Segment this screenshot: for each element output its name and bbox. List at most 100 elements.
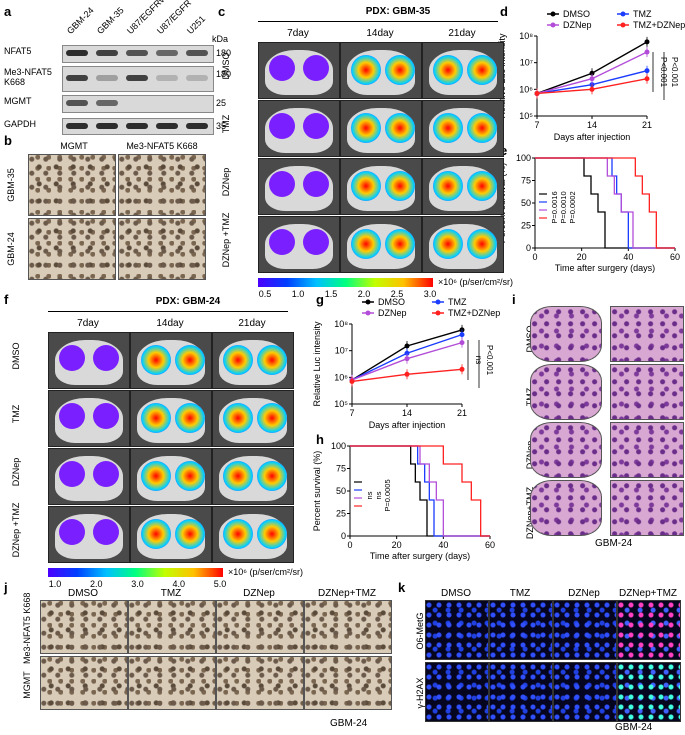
if-k-row-label: O6-MetG [415,612,425,650]
significance-label: ns [374,491,383,499]
pdx-c-colorbar-tick: 1.5 [324,289,338,299]
pdx-c-signal-spot [385,171,415,201]
if-k-image [617,662,681,722]
blot-kda-value: 180 [216,48,232,58]
pdx-c-signal-spot [303,171,329,197]
blot-kda-value: 35 [216,121,227,131]
pdx-f-colorbar-tick: 4.0 [172,579,185,589]
blot-band [156,75,178,81]
pdx-f-signal-spot [59,461,85,487]
if-k-image [489,600,553,660]
data-point [459,340,465,346]
survival-curve [535,157,675,249]
blot-band [126,75,148,81]
y-tick-label: 10⁸ [519,31,533,41]
pdx-f-mouse-image [130,506,212,563]
data-point [589,76,595,82]
pdx-c-colorbar-tick: 2.0 [357,289,371,299]
y-tick-label: 75 [521,176,531,186]
pdx-f-signal-spot [175,519,205,549]
he-caption: GBM-24 [595,538,633,549]
pdx-c-signal-spot [351,229,381,259]
pdx-c-day-label: 21day [448,28,476,39]
he-zoom-image [610,306,684,362]
x-axis-label: Days after injection [369,420,446,430]
legend-marker [550,11,556,17]
ihc-j-image [216,600,304,654]
y-tick-label: 50 [336,486,346,496]
pdx-f-mouse-image [212,506,294,563]
blot-kda-value: 180 [216,69,232,79]
pdx-c-signal-spot [303,55,329,81]
legend-label: DMSO [378,297,405,307]
x-tick-label: 40 [623,252,633,262]
pdx-c-colorbar-tick: 3.0 [423,289,437,299]
x-tick-label: 7 [349,408,354,418]
x-tick-label: 0 [532,252,537,262]
pdx-f-mouse-image [48,506,130,563]
y-tick-label: 0 [526,243,531,253]
blot-band [66,50,88,56]
data-point [644,49,650,55]
pdx-f-group-label: DZNep [11,457,21,487]
panel-label-d: d [500,4,508,19]
ihc-j-image [128,600,216,654]
data-point [404,343,410,349]
y-tick-label: 10⁵ [519,111,533,121]
pdx-f-signal-spot [141,461,171,491]
pdx-c-colorbar-unit: ×10⁶ (p/ser/cm²/sr) [438,277,513,287]
x-tick-label: 20 [392,540,402,550]
blot-band [186,50,208,56]
panel-label-h: h [316,432,324,447]
pdx-f-signal-spot [141,519,171,549]
pdx-c-signal-spot [433,113,463,143]
pdx-c-mouse-image [422,100,504,157]
ihc-j-col-label: DZNep+TMZ [317,588,377,599]
pdx-f-signal-spot [175,403,205,433]
pdx-f-mouse-image [130,390,212,447]
pdx-f-mouse-image [130,332,212,389]
pdx-c-mouse-image [422,216,504,273]
panel-label-k: k [398,580,406,595]
y-tick-label: 10⁸ [334,319,348,329]
pdx-c-mouse-image [258,158,340,215]
if-k-image [425,662,489,722]
ihc-b-image [118,154,206,216]
data-point [534,90,540,96]
data-point [459,366,465,372]
pdx-f-signal-spot [223,345,253,375]
survival-curve [535,157,675,249]
if-k-caption: GBM-24 [615,722,653,733]
pdx-c-signal-spot [269,55,295,81]
significance-label: P=0.0016 [550,191,559,223]
survival-curve [350,445,490,537]
blot-row-label: GAPDH [4,119,37,129]
blot-band [96,122,118,129]
pdx-c-signal-spot [269,113,295,139]
data-point [589,70,595,76]
chart-g-luc-intensity: 10⁵ 10⁶ 10⁷ 10⁸ 7 14 21 Days after injection Rel… [312,297,500,430]
blot-band [156,50,178,56]
pdx-f-signal-spot [59,519,85,545]
ihc-j-caption: GBM-24 [330,718,368,729]
survival-curve [350,445,490,537]
legend-marker [365,299,371,305]
pdx-c-signal-spot [303,113,329,139]
pdx-f-signal-spot [257,345,287,375]
blot-band [186,122,208,129]
pdx-c-signal-spot [385,113,415,143]
ihc-j-image [304,600,392,654]
x-tick-label: 60 [485,540,495,550]
pdx-f-signal-spot [223,461,253,491]
pdx-f-signal-spot [93,403,119,429]
pdx-f-colorbar-tick: 1.0 [48,579,62,589]
pdx-f-colorbar-tick: 2.0 [89,579,103,589]
pdx-c-signal-spot [303,229,329,255]
data-point [644,39,650,45]
pdx-c-mouse-image [422,158,504,215]
ihc-j-row-label: MGMT [22,671,32,699]
legend-label: TMZ+DZNep [633,20,685,30]
pdx-c-title-rule [258,21,498,22]
pdx-c-mouse-image [340,216,422,273]
pdx-c-signal-spot [269,229,295,255]
